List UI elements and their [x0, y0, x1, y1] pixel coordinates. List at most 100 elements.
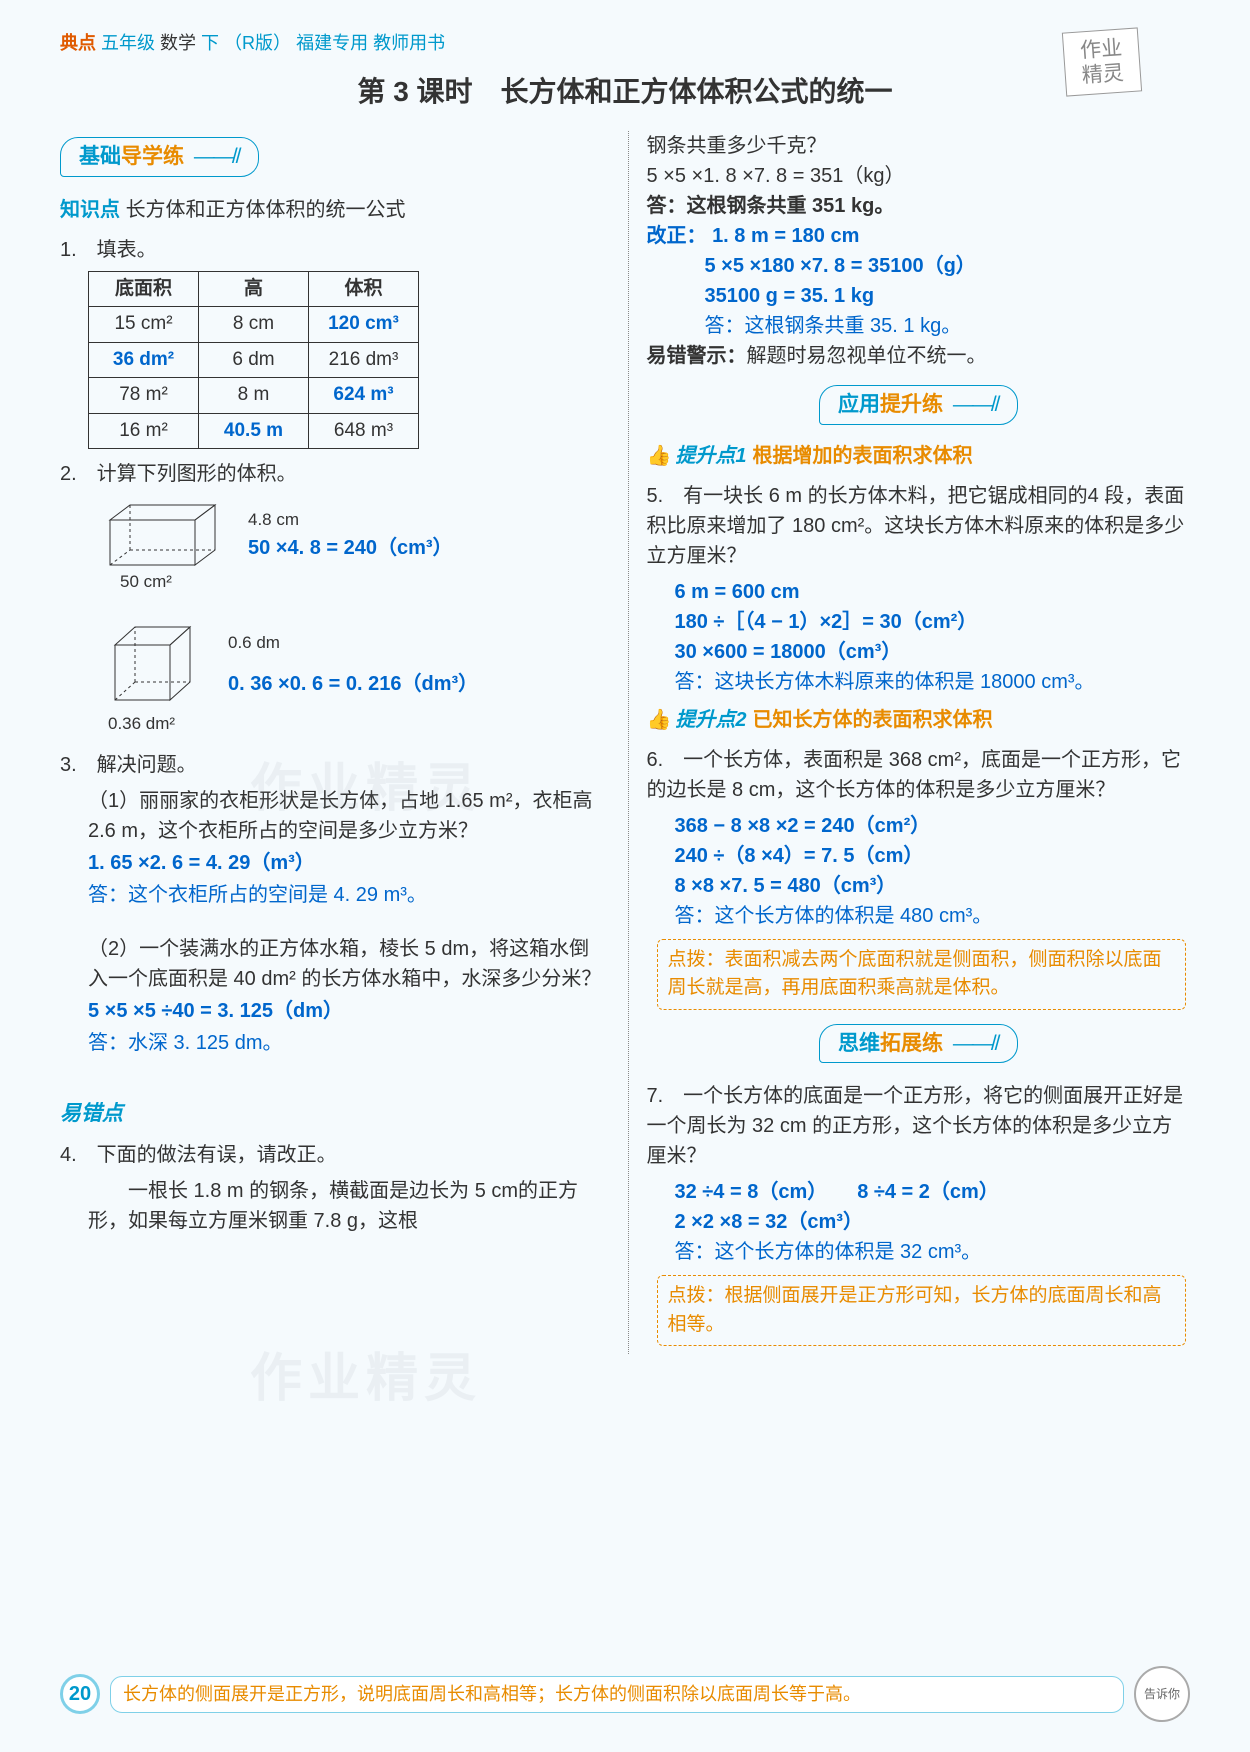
q5-title: 5. 有一块长 6 m 的长方体木料，把它锯成相同的4 段，表面积比原来增加了 … [647, 481, 1191, 571]
td-ans: 36 dm² [89, 342, 199, 378]
td: 15 cm² [89, 307, 199, 343]
q6-c1: 368 − 8 ×8 ×2 = 240（cm²） [675, 811, 1191, 841]
q5-c2: 180 ÷［（4 − 1）×2］= 30（cm²） [675, 607, 1191, 637]
q3p2-text: （2）一个装满水的正方体水箱，棱长 5 dm，将这箱水倒入一个底面积是 40 d… [60, 934, 604, 994]
banner-extend-p2: 拓展练 [880, 1032, 943, 1055]
td-ans: 40.5 m [199, 413, 309, 449]
page-header: 典点 五年级 数学 下 （R版） 福建专用 教师用书 [60, 30, 1190, 57]
q4-wrong1: 5 ×5 ×1. 8 ×7. 8 = 351（kg） [647, 161, 1191, 191]
err-label: 易错点 [60, 1098, 604, 1130]
q4-wrong2-text: 答：这根钢条共重 351 kg。 [647, 195, 895, 217]
lift2-tag: 提升点2 [675, 709, 746, 731]
banner-basic: 基础导学练 [60, 137, 259, 177]
q7-ans: 答：这个长方体的体积是 32 cm³。 [675, 1237, 1191, 1267]
right-column: 钢条共重多少千克？ 5 ×5 ×1. 8 ×7. 8 = 351（kg） 答：这… [628, 131, 1191, 1354]
h-label-2: 0.6 dm [228, 630, 478, 656]
q5-c1: 6 m = 600 cm [675, 577, 1191, 607]
td: 216 dm³ [309, 342, 419, 378]
q4-fix: 改正： 1. 8 m = 180 cm [647, 221, 1191, 251]
brand: 典点 [60, 33, 96, 53]
banner-extend-p1: 思维 [838, 1032, 880, 1055]
banner-apply-wrap: 应用提升练 [647, 379, 1191, 433]
banner-apply-p2: 提升练 [880, 393, 943, 416]
fix3: 35100 g = 35. 1 kg [705, 281, 1191, 311]
watermark-badge: 作业 精灵 [1062, 27, 1142, 97]
table-row: 78 m² 8 m 624 m³ [89, 378, 419, 414]
q7-title: 7. 一个长方体的底面是一个正方形，将它的侧面展开正好是一个周长为 32 cm … [647, 1081, 1191, 1171]
fix1: 1. 8 m = 180 cm [712, 225, 859, 247]
term: 下 [201, 33, 219, 53]
q7-c2: 2 ×2 ×8 = 32（cm³） [675, 1207, 1191, 1237]
warn-label: 易错警示： [647, 345, 747, 367]
q3p2-ans: 答：水深 3. 125 dm。 [88, 1028, 604, 1058]
td: 648 m³ [309, 413, 419, 449]
q2-title: 2. 计算下列图形的体积。 [60, 459, 604, 489]
table-header-row: 底面积 高 体积 [89, 271, 419, 307]
book: 教师用书 [373, 33, 445, 53]
cuboid-icon [100, 495, 230, 575]
th: 底面积 [89, 271, 199, 307]
page-number: 20 [60, 1674, 100, 1714]
q2-shape2: 0.6 dm 0. 36 ×0. 6 = 0. 216（dm³） [100, 615, 604, 715]
thumb-icon: 👍 [647, 709, 672, 731]
q1-title: 1. 填表。 [60, 235, 604, 265]
q6-hint: 点拨：表面积减去两个底面积就是侧面积，侧面积除以底面周长就是高，再用底面积乘高就… [657, 939, 1187, 1010]
left-column: 基础导学练 知识点 长方体和正方体体积的统一公式 1. 填表。 底面积 高 体积… [60, 131, 604, 1354]
q4-wrong2: 答：这根钢条共重 351 kg。 [647, 191, 1191, 221]
q4-title: 4. 下面的做法有误，请改正。 [60, 1140, 604, 1170]
table-row: 15 cm² 8 cm 120 cm³ [89, 307, 419, 343]
q3p1-calc: 1. 65 ×2. 6 = 4. 29（m³） [88, 848, 604, 878]
q4-warn: 易错警示：解题时易忽视单位不统一。 [647, 341, 1191, 371]
td: 78 m² [89, 378, 199, 414]
q6-title: 6. 一个长方体，表面积是 368 cm²，底面是一个正方形，它的边长是 8 c… [647, 745, 1191, 805]
fix2: 5 ×5 ×180 ×7. 8 = 35100（g） [705, 251, 1191, 281]
content-columns: 基础导学练 知识点 长方体和正方体体积的统一公式 1. 填表。 底面积 高 体积… [60, 131, 1190, 1354]
q6-c3: 8 ×8 ×7. 5 = 480（cm³） [675, 871, 1191, 901]
footer: 20 长方体的侧面展开是正方形，说明底面周长和高相等；长方体的侧面积除以底面周长… [60, 1666, 1190, 1722]
td-ans: 120 cm³ [309, 307, 419, 343]
td-ans: 624 m³ [309, 378, 419, 414]
lift1: 👍提升点1根据增加的表面积求体积 [647, 441, 1191, 471]
q4-body2: 钢条共重多少千克？ [647, 131, 1191, 161]
shape2-labels: 0.6 dm 0. 36 ×0. 6 = 0. 216（dm³） [228, 630, 478, 700]
warn-text: 解题时易忽视单位不统一。 [747, 345, 987, 367]
banner-apply: 应用提升练 [819, 385, 1018, 425]
table-row: 16 m² 40.5 m 648 m³ [89, 413, 419, 449]
banner-extend-wrap: 思维拓展练 [647, 1018, 1191, 1072]
th: 体积 [309, 271, 419, 307]
q4-body: 一根长 1.8 m 的钢条，横截面是边长为 5 cm的正方形，如果每立方厘米钢重… [60, 1176, 604, 1236]
q2-shape1: 4.8 cm 50 ×4. 8 = 240（cm³） [100, 495, 604, 575]
version: （R版） [224, 33, 291, 53]
knowledge-point: 知识点 长方体和正方体体积的统一公式 [60, 195, 604, 225]
fix-label: 改正： [647, 225, 707, 247]
banner-basic-p2: 导学练 [121, 145, 184, 168]
subject: 数学 [160, 33, 196, 53]
td: 6 dm [199, 342, 309, 378]
banner-basic-p1: 基础 [79, 145, 121, 168]
kp-text: 长方体和正方体体积的统一公式 [126, 199, 406, 221]
q3p1-ans: 答：这个衣柜所占的空间是 4. 29 m³。 [88, 880, 604, 910]
grade: 五年级 [101, 33, 155, 53]
wm-l2: 精灵 [1081, 61, 1125, 89]
q7-c1: 32 ÷4 = 8（cm） 8 ÷4 = 2（cm） [675, 1177, 1191, 1207]
lift1-tag: 提升点1 [675, 445, 746, 467]
q3-title: 3. 解决问题。 [60, 750, 604, 780]
th: 高 [199, 271, 309, 307]
h-label: 4.8 cm [248, 507, 453, 533]
kp-label: 知识点 [60, 199, 120, 221]
banner-extend: 思维拓展练 [819, 1024, 1018, 1064]
q7-hint: 点拨：根据侧面展开是正方形可知，长方体的底面周长和高相等。 [657, 1275, 1187, 1346]
lift2-topic: 已知长方体的表面积求体积 [753, 709, 993, 731]
td: 8 cm [199, 307, 309, 343]
q5-c3: 30 ×600 = 18000（cm³） [675, 637, 1191, 667]
shape2-ans: 0. 36 ×0. 6 = 0. 216（dm³） [228, 669, 478, 699]
tell-you-icon: 告诉你 [1134, 1666, 1190, 1722]
q1-table: 底面积 高 体积 15 cm² 8 cm 120 cm³ 36 dm² 6 dm… [88, 271, 419, 450]
q3p2-calc: 5 ×5 ×5 ÷40 = 3. 125（dm） [88, 996, 604, 1026]
wm-l1: 作业 [1079, 36, 1123, 64]
q6-c2: 240 ÷（8 ×4）= 7. 5（cm） [675, 841, 1191, 871]
lift2: 👍提升点2 已知长方体的表面积求体积 [647, 705, 1191, 735]
footer-tip: 长方体的侧面展开是正方形，说明底面周长和高相等；长方体的侧面积除以底面周长等于高… [110, 1676, 1124, 1713]
banner-apply-p1: 应用 [838, 393, 880, 416]
table-row: 36 dm² 6 dm 216 dm³ [89, 342, 419, 378]
